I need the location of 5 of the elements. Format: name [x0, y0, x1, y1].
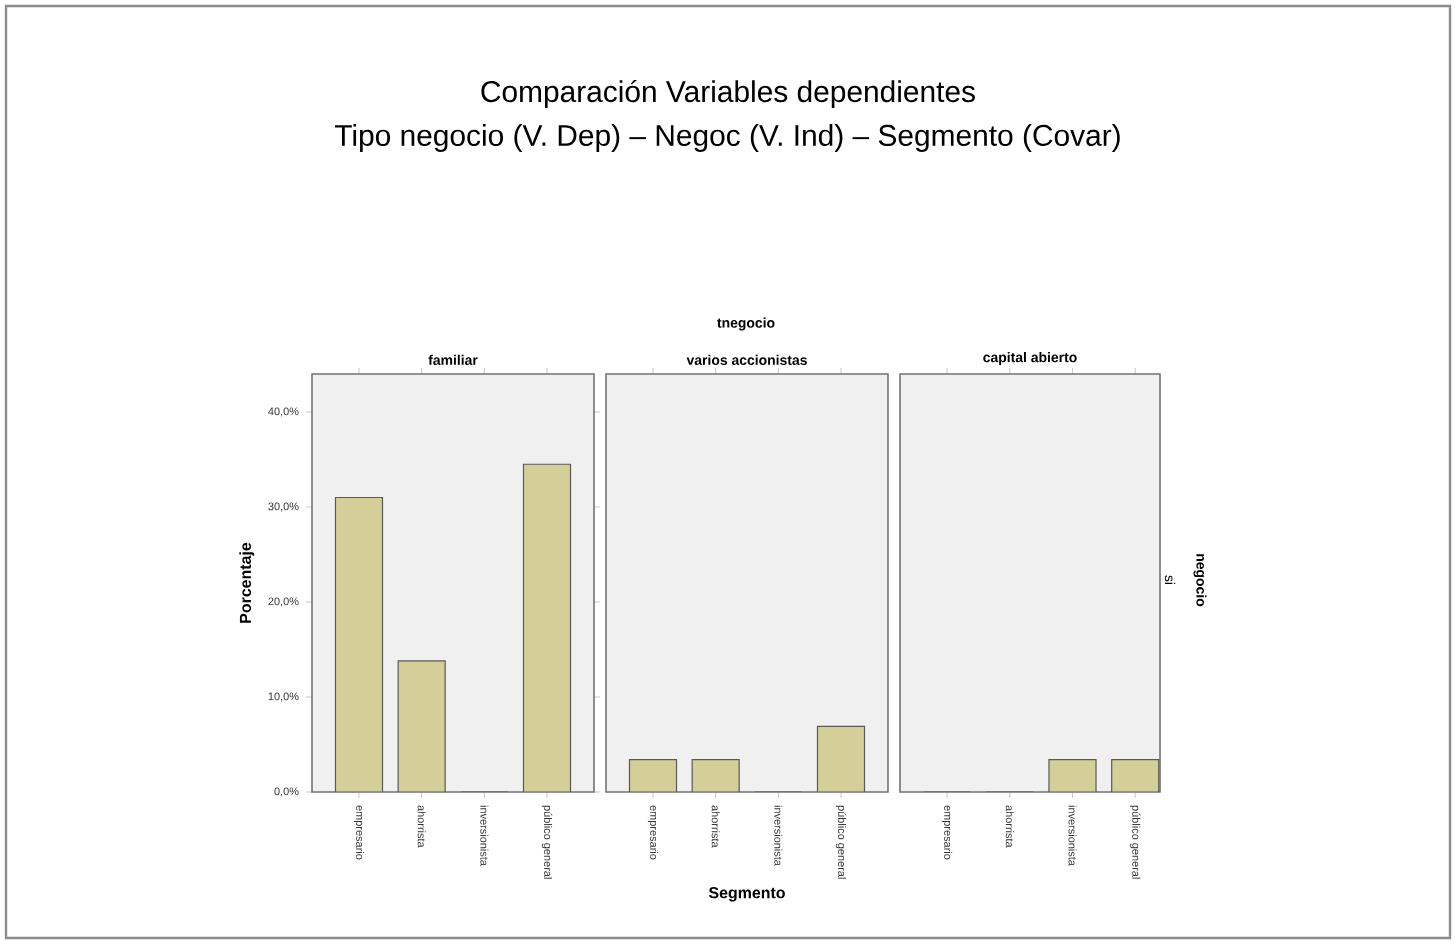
bar [398, 660, 446, 792]
chart-subtitle: Tipo negocio (V. Dep) – Negoc (V. Ind) – Segmento (Covar) [334, 124, 1120, 152]
chart-title: Comparación Variables dependientes [481, 79, 975, 109]
bar [335, 497, 383, 792]
bar [522, 463, 572, 792]
